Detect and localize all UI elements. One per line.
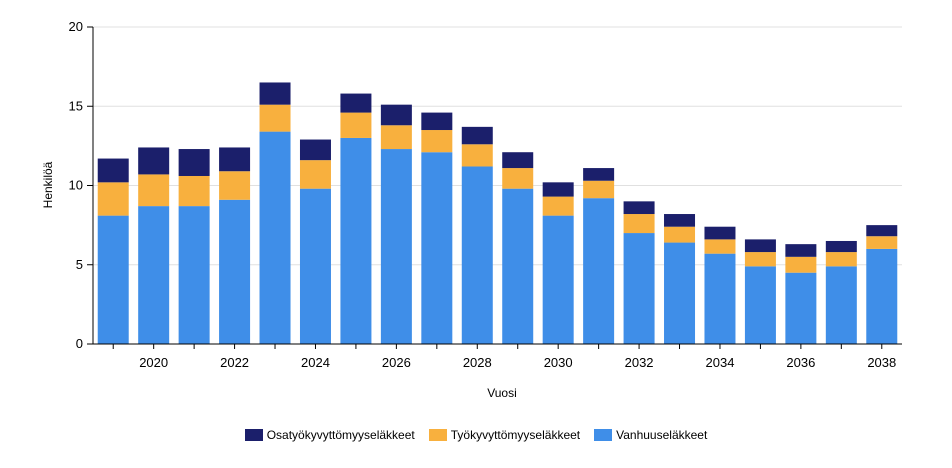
bar-2026-series-1	[380, 125, 412, 150]
gridlines	[93, 26, 902, 266]
bar-2021-series-2	[178, 149, 210, 176]
legend-swatch	[428, 429, 447, 441]
bar-2029-series-1	[502, 168, 534, 189]
bar-2035-series-2	[744, 239, 776, 253]
bar-2020-series-0	[138, 206, 170, 344]
bar-2036-series-1	[785, 256, 817, 273]
bar-2019-series-0	[97, 215, 129, 344]
x-tick-label: 2032	[625, 355, 654, 370]
bar-2033-series-1	[664, 226, 696, 243]
bar-2024-series-1	[299, 160, 331, 189]
bar-2031-series-2	[583, 168, 615, 181]
bar-2038-series-1	[866, 236, 898, 249]
bar-2026-series-0	[380, 149, 412, 344]
x-tick-label: 2034	[706, 355, 735, 370]
bar-2037-series-1	[825, 252, 857, 267]
bar-2036-series-2	[785, 244, 817, 257]
bar-2024-series-0	[299, 188, 331, 344]
bar-2022-series-1	[219, 171, 251, 200]
bar-2020-series-2	[138, 147, 170, 175]
bar-2032-series-1	[623, 214, 655, 234]
legend-label: Osatyökyvyttömyyseläkkeet	[266, 428, 415, 442]
x-tick-label: 2038	[867, 355, 896, 370]
bar-2031-series-0	[583, 198, 615, 344]
bar-2030-series-0	[542, 215, 574, 344]
bar-2033-series-2	[664, 214, 696, 227]
x-tick-label: 2020	[139, 355, 168, 370]
bar-2021-series-0	[178, 206, 210, 344]
legend-item-osatyokyvyttomyyselakkeet[interactable]: Osatyökyvyttömyyseläkkeet	[244, 428, 415, 442]
bar-2035-series-1	[744, 252, 776, 267]
bar-2034-series-1	[704, 239, 736, 254]
legend-label: Vanhuuseläkkeet	[616, 428, 708, 442]
y-tick-label: 5	[76, 257, 83, 272]
y-axis-title: Henkilöä	[41, 161, 55, 208]
bar-2028-series-1	[461, 144, 493, 167]
bar-2022-series-0	[219, 199, 251, 344]
legend: Osatyökyvyttömyyseläkkeet Työkyvyttömyys…	[0, 428, 952, 442]
bar-2035-series-0	[744, 266, 776, 344]
bar-2025-series-2	[340, 93, 372, 113]
bar-2030-series-2	[542, 182, 574, 197]
bar-2036-series-0	[785, 272, 817, 344]
bar-2033-series-0	[664, 242, 696, 344]
bar-2026-series-2	[380, 104, 412, 126]
legend-label: Työkyvyttömyyseläkkeet	[450, 428, 581, 442]
x-tick-label: 2030	[544, 355, 573, 370]
bar-2019-series-1	[97, 182, 129, 216]
bar-2034-series-0	[704, 253, 736, 344]
bar-2030-series-1	[542, 196, 574, 216]
bar-2038-series-2	[866, 225, 898, 237]
bar-2022-series-2	[219, 147, 251, 172]
legend-item-vanhuuselakkeet[interactable]: Vanhuuseläkkeet	[594, 428, 707, 442]
y-tick-label: 15	[69, 98, 83, 113]
bar-2023-series-0	[259, 131, 291, 344]
bar-2023-series-2	[259, 82, 291, 105]
bar-2034-series-2	[704, 226, 736, 240]
bar-2028-series-0	[461, 166, 493, 344]
y-tick-label: 10	[69, 178, 83, 193]
x-tick-label: 2028	[463, 355, 492, 370]
x-tick-label: 2024	[301, 355, 330, 370]
bar-2028-series-2	[461, 126, 493, 145]
bar-2025-series-1	[340, 112, 372, 138]
bar-2027-series-2	[421, 112, 453, 131]
x-tick-label: 2026	[382, 355, 411, 370]
bar-2029-series-2	[502, 152, 534, 169]
bar-2029-series-0	[502, 188, 534, 344]
x-tick-label: 2022	[220, 355, 249, 370]
bar-2020-series-1	[138, 174, 170, 207]
bar-2032-series-2	[623, 201, 655, 215]
bar-2037-series-0	[825, 266, 857, 344]
legend-swatch	[594, 429, 613, 441]
bar-2027-series-0	[421, 152, 453, 344]
bar-2025-series-0	[340, 137, 372, 344]
bar-2032-series-0	[623, 233, 655, 344]
legend-swatch	[244, 429, 263, 441]
bar-2021-series-1	[178, 175, 210, 207]
bar-2031-series-1	[583, 180, 615, 199]
bar-2038-series-0	[866, 248, 898, 344]
bars	[97, 82, 898, 344]
bar-2037-series-2	[825, 240, 857, 253]
x-axis-title: Vuosi	[487, 386, 517, 400]
y-tick-label: 0	[76, 336, 83, 351]
bar-2023-series-1	[259, 104, 291, 132]
bar-2024-series-2	[299, 139, 331, 161]
bar-2019-series-2	[97, 158, 129, 183]
legend-item-tyokyvyttomyyselakkeet[interactable]: Työkyvyttömyyseläkkeet	[428, 428, 581, 442]
y-tick-label: 20	[69, 19, 83, 34]
bar-2027-series-1	[421, 130, 453, 153]
x-tick-label: 2036	[786, 355, 815, 370]
